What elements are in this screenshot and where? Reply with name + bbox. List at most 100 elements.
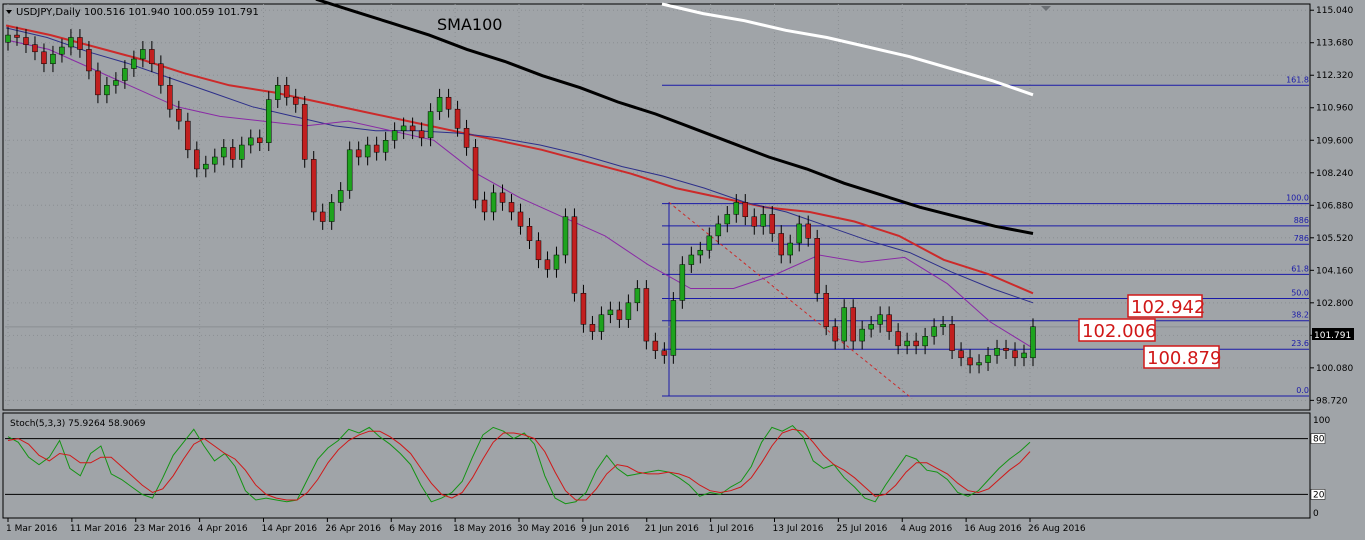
time-tick-label: 26 Apr 2016 (325, 524, 381, 534)
price-tick-label: 110.960 (1316, 104, 1353, 114)
candle-body (346, 149, 353, 191)
candle-body (886, 314, 892, 332)
price-box-3-text: 100.879 (1147, 348, 1221, 369)
time-tick-label: 21 Jun 2016 (645, 524, 699, 534)
candle-body (427, 111, 434, 139)
candle-body (859, 328, 865, 342)
candle-body (661, 350, 668, 356)
fib-label: 38.2 (1291, 311, 1309, 320)
fib-label: 886 (1294, 216, 1309, 225)
candle-body (913, 340, 919, 347)
ma-line (315, 0, 1034, 235)
candle-body (418, 130, 425, 139)
candle-body (517, 211, 524, 227)
candle-body (940, 324, 946, 327)
candle-body (50, 53, 56, 65)
ma-line (661, 2, 1034, 97)
candle-body (239, 144, 245, 160)
candle-body (634, 288, 641, 304)
candle-body (230, 147, 236, 160)
candle-body (355, 149, 362, 158)
candle-body (805, 223, 811, 239)
candle-body (490, 192, 497, 213)
candle-body (823, 293, 829, 327)
candle-body (715, 223, 722, 237)
candle-body (670, 300, 677, 356)
trend-line-dashed (668, 202, 913, 399)
oscillator-area[interactable] (2, 412, 1311, 519)
time-tick-label: 9 Jun 2016 (581, 524, 630, 534)
candle-body (760, 214, 767, 227)
time-tick-label: 11 Mar 2016 (70, 524, 127, 534)
chart-shift-marker-icon[interactable] (1041, 6, 1051, 11)
price-tick-label: 113.680 (1316, 39, 1353, 49)
candle-body (248, 137, 254, 146)
ma-line (5, 27, 1034, 304)
triangle-down-icon[interactable] (6, 10, 12, 14)
time-tick-label: 18 May 2016 (453, 524, 512, 534)
candle-body (994, 347, 1000, 356)
candle-body (787, 242, 793, 256)
candle-body (23, 37, 29, 45)
candle-body (499, 192, 506, 203)
candle-body (95, 70, 101, 96)
candle-body (382, 140, 389, 153)
candle-body (328, 202, 335, 222)
candle-body (391, 130, 398, 141)
candle-body (553, 254, 560, 270)
candle-body (212, 156, 218, 165)
price-tick-label: 104.160 (1316, 266, 1353, 276)
candle-body (409, 125, 416, 131)
candle-body (59, 46, 65, 55)
time-tick-label: 4 Aug 2016 (900, 524, 952, 534)
candle-body (445, 96, 452, 110)
candle-body (265, 99, 272, 143)
time-axis[interactable]: 1 Mar 2016 11 Mar 2016 23 Mar 2016 4 Apr 20… (6, 518, 1086, 534)
candle-body (985, 355, 991, 363)
price-tick-label: 112.320 (1316, 71, 1353, 81)
candle-body (607, 309, 614, 316)
candle-body (697, 249, 704, 256)
candle-body (203, 163, 209, 170)
current-price-text: 101.791 (1314, 331, 1351, 341)
fib-label: 786 (1294, 234, 1309, 243)
fib-label: 0.0 (1296, 386, 1309, 395)
candle-body (292, 96, 299, 105)
price-axis[interactable]: 115.040 113.680 112.320 110.960 109.600 108.2… (1310, 6, 1353, 406)
candle-body (580, 293, 587, 325)
ma-line (5, 24, 1034, 295)
candle-body (14, 34, 20, 38)
price-box-3: 100.879 (1143, 345, 1221, 369)
candle-body (958, 350, 964, 359)
stochastic-oscillator: 100 80 20 0 (5, 416, 1330, 519)
candle-body (5, 34, 11, 43)
candle-body (778, 233, 784, 256)
time-tick-label: 13 Jul 2016 (773, 524, 824, 534)
time-tick-label: 30 May 2016 (517, 524, 576, 534)
price-tick-label: 115.040 (1316, 6, 1353, 16)
candle-body (526, 226, 533, 241)
candle-body (185, 120, 191, 151)
candle-body (949, 324, 955, 351)
candle-body (1021, 352, 1027, 359)
candle-body (257, 137, 263, 143)
candle-body (113, 80, 119, 86)
candle-body (877, 314, 883, 325)
candle-body (688, 254, 695, 265)
candle-body (454, 108, 461, 129)
candle-body (922, 336, 928, 347)
candle-body (535, 240, 542, 261)
candle-body (41, 51, 47, 65)
candle-body (598, 314, 605, 332)
candle-body (724, 214, 731, 225)
candle-body (319, 211, 326, 222)
ma-line (5, 39, 1034, 349)
candle-body (274, 85, 281, 100)
osc-level-box (1310, 489, 1326, 500)
candle-body (868, 324, 874, 330)
candle-body (814, 238, 820, 294)
oscillator-label: Stoch(5,3,3) 75.9264 58.9069 (10, 419, 146, 429)
candle-body (221, 147, 227, 158)
candle-body (967, 357, 973, 366)
